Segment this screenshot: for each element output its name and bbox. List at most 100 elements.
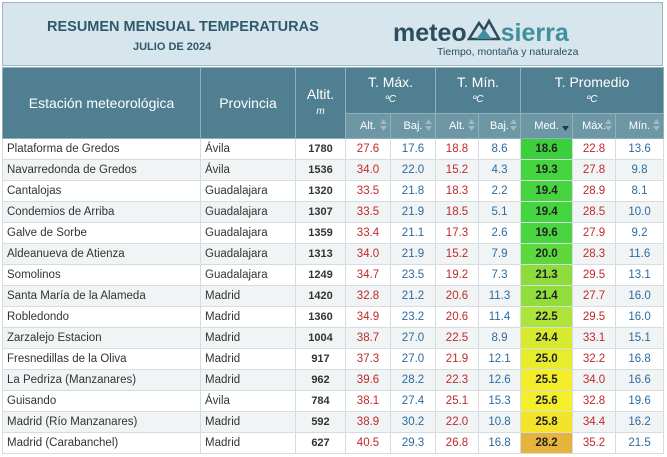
province-cell: Madrid [200, 327, 296, 349]
station-cell: Zarzalejo Estacion [2, 327, 201, 349]
station-cell: Somolinos [2, 264, 201, 286]
value-cell: 10.0 [615, 201, 665, 223]
value-cell: 28.2 [390, 369, 436, 391]
value-cell: 1004 [295, 327, 346, 349]
province-cell: Madrid [200, 306, 296, 328]
value-cell: 8.1 [615, 180, 665, 202]
data-table: Estación meteorológica Provincia Altit. m… [2, 67, 665, 454]
header-text: Máx. [582, 120, 606, 132]
value-cell: 1313 [295, 243, 346, 265]
value-cell: 11.3 [477, 285, 522, 307]
value-cell: 29.3 [390, 432, 436, 454]
value-cell: 27.9 [572, 222, 617, 244]
value-cell: 40.5 [345, 432, 391, 454]
column-header: Provincia [200, 67, 296, 139]
table-row: Guisando Ávila 784 38.1 27.4 25.1 15.3 25.6 32.8… [2, 390, 665, 412]
value-cell: 34.0 [572, 369, 617, 391]
value-cell: 33.4 [345, 222, 391, 244]
value-cell: 1359 [295, 222, 346, 244]
value-cell: 18.3 [435, 180, 479, 202]
sort-icon [510, 119, 518, 131]
sort-header[interactable]: Baj. [390, 113, 436, 139]
value-cell: 18.8 [435, 138, 479, 160]
sort-icon [605, 119, 613, 131]
header-text: Med. [534, 120, 559, 132]
value-cell: 4.3 [477, 159, 522, 181]
station-cell: Guisando [2, 390, 201, 412]
province-cell: Madrid [200, 348, 296, 370]
value-cell: 32.8 [572, 390, 617, 412]
value-cell: 5.1 [477, 201, 522, 223]
column-header: Altit. m [295, 67, 346, 139]
value-cell: 19.2 [435, 264, 479, 286]
header-text: T. Promedio [554, 73, 630, 90]
value-cell: 23.5 [390, 264, 436, 286]
column-header: T. Promedio ºC [520, 67, 665, 114]
header: RESUMEN MENSUAL TEMPERATURAS JULIO DE 20… [2, 2, 663, 66]
value-cell: 8.9 [477, 327, 522, 349]
value-cell: 27.0 [390, 327, 436, 349]
value-cell: 21.5 [615, 432, 665, 454]
value-cell: 21.4 [520, 285, 574, 307]
value-cell: 962 [295, 369, 346, 391]
value-cell: 32.8 [345, 285, 391, 307]
value-cell: 33.5 [345, 180, 391, 202]
value-cell: 16.0 [615, 285, 665, 307]
sort-header[interactable]: Baj. [477, 113, 522, 139]
value-cell: 18.6 [520, 138, 574, 160]
value-cell: 11.6 [615, 243, 665, 265]
value-cell: 8.6 [477, 138, 522, 160]
value-cell: 34.4 [572, 411, 617, 433]
value-cell: 21.3 [520, 264, 574, 286]
value-cell: 26.8 [435, 432, 479, 454]
header-text: Alt. [449, 120, 465, 132]
value-cell: 13.1 [615, 264, 665, 286]
province-cell: Madrid [200, 432, 296, 454]
value-cell: 21.9 [390, 201, 436, 223]
value-cell: 11.4 [477, 306, 522, 328]
station-cell: Cantalojas [2, 180, 201, 202]
table-row: La Pedriza (Manzanares) Madrid 962 39.6 28.2… [2, 369, 665, 391]
value-cell: 30.2 [390, 411, 436, 433]
value-cell: 17.6 [390, 138, 436, 160]
value-cell: 28.3 [572, 243, 617, 265]
table-row: Galve de Sorbe Guadalajara 1359 33.4 21.1 17.… [2, 222, 665, 244]
value-cell: 1780 [295, 138, 346, 160]
value-cell: 20.6 [435, 285, 479, 307]
column-header: Estación meteorológica [2, 67, 201, 139]
value-cell: 18.5 [435, 201, 479, 223]
value-cell: 22.0 [435, 411, 479, 433]
header-text: T. Mín. [457, 73, 500, 90]
unit: ºC [586, 93, 598, 105]
value-cell: 13.6 [615, 138, 665, 160]
value-cell: 1249 [295, 264, 346, 286]
value-cell: 27.0 [390, 348, 436, 370]
value-cell: 38.9 [345, 411, 391, 433]
value-cell: 15.3 [477, 390, 522, 412]
value-cell: 38.7 [345, 327, 391, 349]
value-cell: 27.6 [345, 138, 391, 160]
value-cell: 22.8 [572, 138, 617, 160]
value-cell: 20.6 [435, 306, 479, 328]
value-cell: 22.3 [435, 369, 479, 391]
province-cell: Madrid [200, 369, 296, 391]
value-cell: 28.9 [572, 180, 617, 202]
province-cell: Madrid [200, 285, 296, 307]
header-text: Altit. [306, 86, 335, 102]
value-cell: 27.7 [572, 285, 617, 307]
sort-header[interactable]: Alt. [435, 113, 479, 139]
value-cell: 21.1 [390, 222, 436, 244]
station-cell: Santa María de la Alameda [2, 285, 201, 307]
province-cell: Guadalajara [200, 264, 296, 286]
sort-header[interactable]: Alt. [345, 113, 391, 139]
sort-header[interactable]: Med. [520, 113, 574, 139]
province-cell: Guadalajara [200, 201, 296, 223]
sort-header[interactable]: Máx. [572, 113, 617, 139]
sort-header[interactable]: Mín. [615, 113, 665, 139]
value-cell: 1320 [295, 180, 346, 202]
value-cell: 16.8 [477, 432, 522, 454]
value-cell: 34.0 [345, 159, 391, 181]
value-cell: 2.6 [477, 222, 522, 244]
province-cell: Madrid [200, 411, 296, 433]
value-cell: 19.4 [520, 201, 574, 223]
